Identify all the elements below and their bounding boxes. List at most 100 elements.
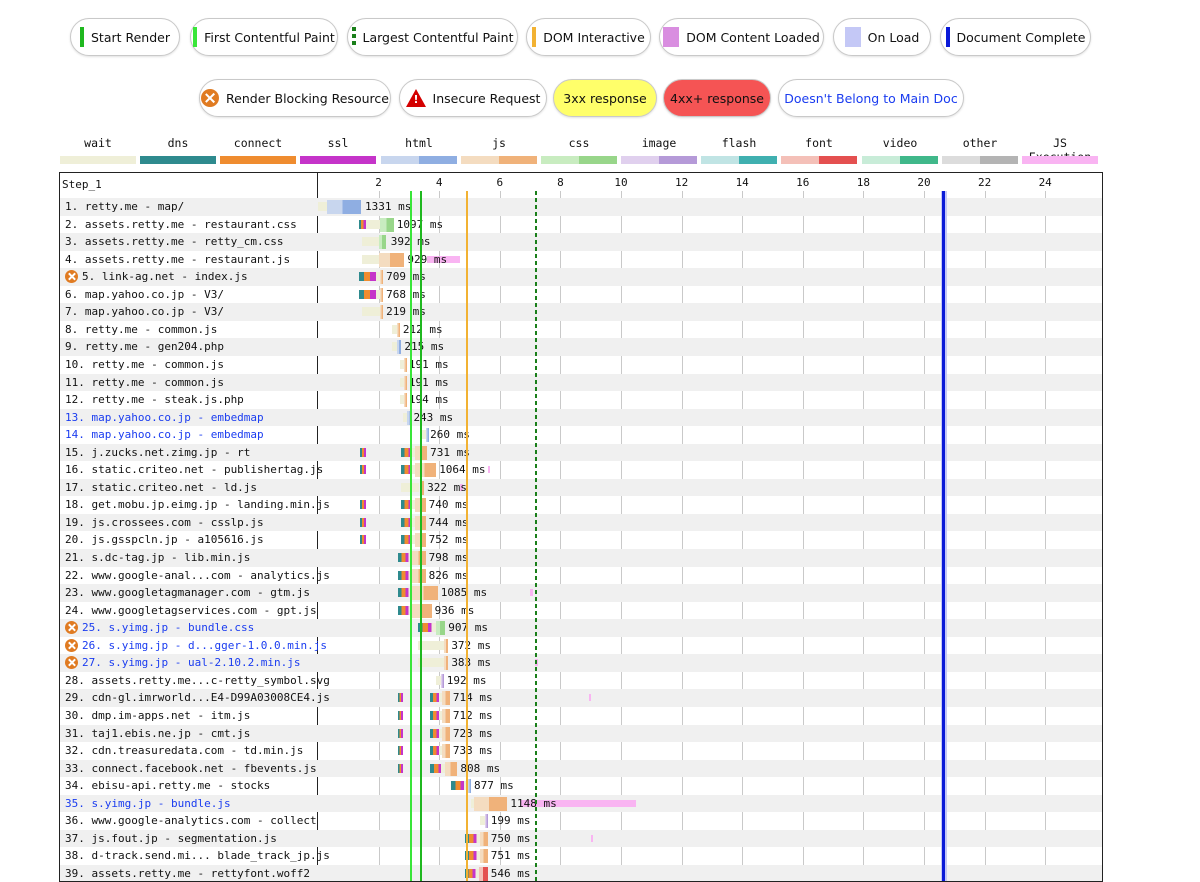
download-segment xyxy=(443,656,449,671)
time-gridline xyxy=(621,191,622,881)
request-row[interactable]: 30. dmp.im-apps.net - itm.js 712 ms xyxy=(60,707,1102,725)
request-label: 39. assets.retty.me - rettyfont.woff2 xyxy=(65,866,311,880)
request-row[interactable]: 31. taj1.ebis.ne.jp - cmt.js 723 ms xyxy=(60,724,1102,742)
download-segment xyxy=(419,480,425,495)
event-legend-label: On Load xyxy=(867,29,920,45)
request-row[interactable]: 33. connect.facebook.net - fbevents.js 80… xyxy=(60,759,1102,778)
request-row[interactable]: 16. static.criteo.net - publishertag.js 1… xyxy=(60,461,1102,479)
time-tick-label: 16 xyxy=(796,176,810,189)
request-label: 23. www.googletagmanager.com - gtm.js xyxy=(65,586,311,600)
request-row[interactable]: 9. retty.me - gen204.php 215 ms xyxy=(60,338,1102,356)
start-render-line xyxy=(419,191,422,881)
request-label: 8. retty.me - common.js xyxy=(65,322,218,336)
warning-icon: ! xyxy=(405,89,426,107)
request-row[interactable]: 1. retty.me - map/1331 ms xyxy=(60,198,1102,216)
request-row[interactable]: 13. map.yahoo.co.jp - embedmap 243 ms xyxy=(60,408,1102,427)
request-row[interactable]: 6. map.yahoo.co.jp - V3/768 ms xyxy=(60,286,1102,304)
request-row[interactable]: 4. assets.retty.me - restaurant.js 929 ms xyxy=(60,251,1102,269)
request-label: 20. js.gsspcln.jp - a105616.js xyxy=(65,533,264,547)
request-row[interactable]: 7. map.yahoo.co.jp - V3/219 ms xyxy=(60,303,1102,321)
request-row[interactable]: 32. cdn.treasuredata.com - td.min.js 733 … xyxy=(60,742,1102,760)
request-row[interactable]: 35. s.yimg.jp - bundle.js 1148 ms xyxy=(60,794,1102,813)
connect-segment xyxy=(398,605,412,615)
time-tick-label: 10 xyxy=(614,176,628,189)
content-type-swatch xyxy=(140,156,216,164)
request-label: 22. www.google-anal...com - analytics.js xyxy=(65,568,330,582)
wait-segment xyxy=(375,289,381,299)
flag-legend-item: 3xx response xyxy=(553,79,657,117)
request-row[interactable]: 11. retty.me - common.js 191 ms xyxy=(60,373,1102,391)
request-row[interactable]: 36. www.google-analytics.com - collect 19… xyxy=(60,812,1102,830)
connect-segment xyxy=(398,588,412,598)
download-segment xyxy=(397,322,400,337)
content-type-swatch xyxy=(541,156,617,164)
waterfall-chart: Step_1 2 4 6 8 10 12 14 16 18 20 22 24 1. retty.me … xyxy=(59,172,1103,882)
request-duration: 191 ms xyxy=(408,375,449,389)
request-label: 30. dmp.im-apps.net - itm.js xyxy=(65,708,251,722)
request-row[interactable]: 2. assets.retty.me - restaurant.css1097 … xyxy=(60,216,1102,234)
flag-legend-label: 3xx response xyxy=(563,90,647,106)
connect-segment xyxy=(464,833,481,843)
content-type-swatch xyxy=(1022,156,1098,164)
content-type-item: video xyxy=(862,136,938,164)
request-row[interactable]: 23. www.googletagmanager.com - gtm.js 108… xyxy=(60,584,1102,602)
request-row[interactable]: 34. ebisu-api.retty.me - stocks 877 ms xyxy=(60,777,1102,795)
wait-segment xyxy=(402,412,408,422)
request-row[interactable]: 12. retty.me - steak.js.php 194 ms xyxy=(60,391,1102,409)
request-row[interactable]: 25. s.yimg.jp - bundle.css 907 ms xyxy=(60,619,1102,637)
content-type-item: image xyxy=(621,136,697,164)
js-execution-segment xyxy=(589,694,592,702)
event-legend-item: DOM Content Loaded xyxy=(659,18,824,56)
event-swatch xyxy=(844,27,861,47)
wait-segment xyxy=(417,640,444,650)
request-label: 7. map.yahoo.co.jp - V3/ xyxy=(65,305,224,319)
wait-segment xyxy=(366,219,381,229)
request-row[interactable]: 29. cdn-gl.imrworld...E4-D99A03008CE4.js… xyxy=(60,689,1102,707)
event-legend-item: Document Complete xyxy=(940,18,1091,56)
request-row[interactable]: 10. retty.me - common.js 191 ms xyxy=(60,356,1102,374)
request-row[interactable]: 27. s.yimg.jp - ual-2.10.2.min.js 383 ms xyxy=(60,654,1102,672)
request-row[interactable]: 21. s.dc-tag.jp - lib.min.js 798 ms xyxy=(60,549,1102,567)
request-row[interactable]: 17. static.criteo.net - ld.js 322 ms xyxy=(60,478,1102,497)
event-legend-item: Start Render xyxy=(70,18,180,56)
request-row[interactable]: 15. j.zucks.net.zimg.jp - rt 731 ms xyxy=(60,443,1102,462)
event-legend-label: DOM Interactive xyxy=(543,29,645,45)
wait-segment xyxy=(399,377,405,387)
content-type-item: font xyxy=(781,136,857,164)
content-type-item: flash xyxy=(701,136,777,164)
wait-segment xyxy=(318,202,328,211)
js-execution-segment xyxy=(530,589,534,597)
dns-connect-ssl-segment xyxy=(398,763,403,773)
event-swatch xyxy=(351,27,356,47)
connect-segment xyxy=(430,693,443,703)
step-label: Step_1 xyxy=(62,178,102,191)
request-row[interactable]: 14. map.yahoo.co.jp - embedmap 260 ms xyxy=(60,426,1102,444)
request-duration: 1331 ms xyxy=(364,200,412,213)
content-type-label: image xyxy=(641,136,677,150)
connect-segment xyxy=(430,710,443,720)
flag-legend-label: 4xx+ response xyxy=(670,90,764,106)
request-row[interactable]: 5. link-ag.net - index.js 709 ms xyxy=(60,268,1102,286)
request-duration: 1085 ms xyxy=(440,586,488,600)
request-row[interactable]: 24. www.googletagservices.com - gpt.js 93… xyxy=(60,602,1102,620)
wait-segment xyxy=(375,272,381,282)
request-row[interactable]: 8. retty.me - common.js 212 ms xyxy=(60,321,1102,339)
request-row[interactable]: 37. js.fout.jp - segmentation.js 750 ms xyxy=(60,829,1102,848)
request-duration: 936 ms xyxy=(434,603,475,617)
request-duration: 768 ms xyxy=(386,287,426,301)
document-complete-line xyxy=(942,191,946,881)
download-segment xyxy=(484,814,488,829)
request-row[interactable]: 38. d-track.send.mi... blade_track_jp.js… xyxy=(60,847,1102,865)
download-segment xyxy=(411,568,426,583)
flag-legend-label: Insecure Request xyxy=(432,90,541,106)
request-row[interactable]: 22. www.google-anal...com - analytics.js… xyxy=(60,567,1102,585)
request-row[interactable]: 26. s.yimg.jp - d...gger-1.0.0.min.js 372… xyxy=(60,637,1102,655)
dns-connect-ssl-segment xyxy=(358,289,376,299)
request-label: 4. assets.retty.me - restaurant.js xyxy=(65,252,291,266)
dns-connect-ssl-segment xyxy=(360,517,367,527)
request-duration: 194 ms xyxy=(408,393,449,407)
dns-connect-ssl-segment xyxy=(398,728,403,738)
dns-connect-ssl-segment xyxy=(358,219,367,229)
time-gridline xyxy=(802,191,804,881)
event-legend-item: On Load xyxy=(833,18,931,56)
